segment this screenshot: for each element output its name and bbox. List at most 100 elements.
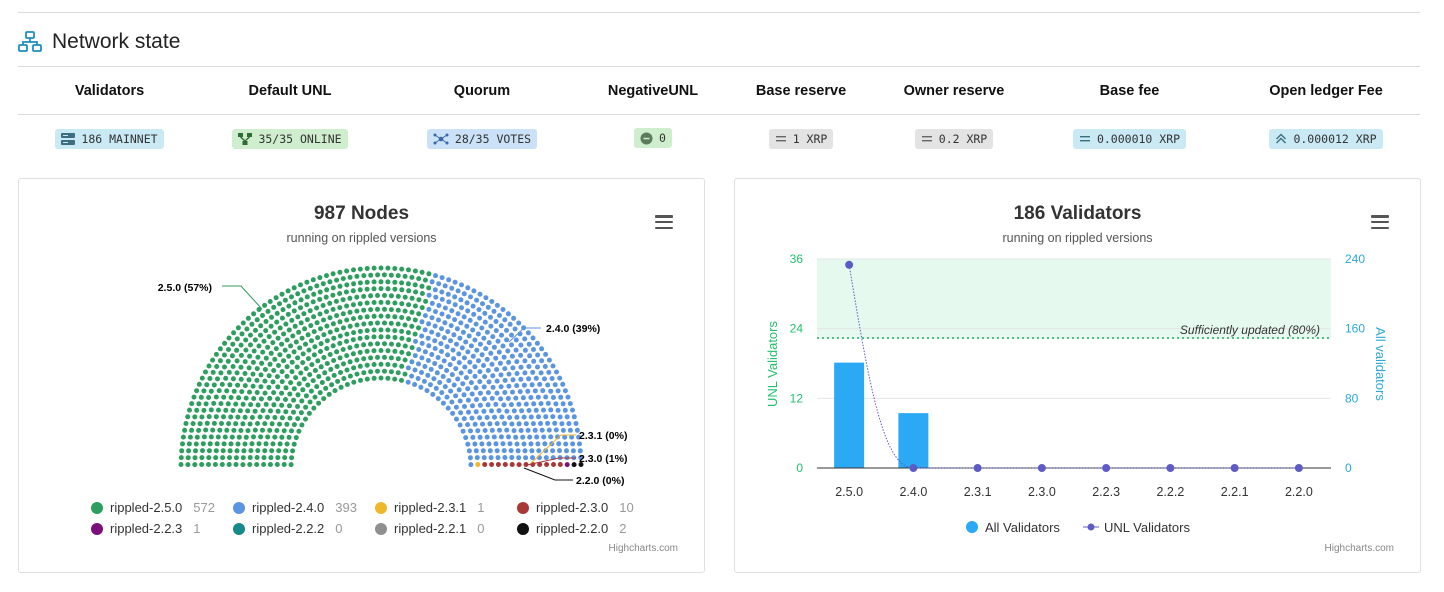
node-dot-rippled-2.5.0	[194, 407, 200, 413]
node-dot-rippled-2.3.0	[502, 462, 508, 467]
node-dot-rippled-2.5.0	[318, 364, 324, 370]
node-dot-rippled-2.5.0	[273, 295, 279, 301]
node-dot-rippled-2.4.0	[459, 345, 465, 351]
legend-all-validators-dot[interactable]	[966, 521, 978, 533]
node-dot-rippled-2.5.0	[319, 380, 325, 385]
node-dot-rippled-2.4.0	[465, 441, 471, 447]
node-dot-rippled-2.5.0	[283, 385, 289, 391]
x-tick-label: 2.2.1	[1221, 485, 1249, 499]
negative-unl-badge[interactable]: 0	[634, 128, 672, 149]
node-dot-rippled-2.4.0	[476, 307, 482, 313]
node-dot-rippled-2.4.0	[477, 341, 483, 347]
node-dot-rippled-2.5.0	[231, 388, 237, 394]
node-dot-rippled-2.4.0	[479, 352, 485, 358]
node-dot-rippled-2.4.0	[492, 414, 497, 420]
node-dot-rippled-2.5.0	[361, 370, 367, 376]
nodes-chart-legend: rippled-2.5.0 572 rippled-2.4.0 393 ripple…	[91, 500, 659, 536]
legend-item-2-4-0[interactable]: rippled-2.4.0 393	[233, 500, 375, 515]
node-dot-rippled-2.5.0	[423, 298, 429, 304]
node-dot-rippled-2.4.0	[435, 332, 441, 338]
node-dot-rippled-2.4.0	[436, 281, 442, 287]
node-dot-rippled-2.5.0	[395, 293, 401, 299]
node-dot-rippled-2.5.0	[250, 383, 256, 389]
node-dot-rippled-2.5.0	[299, 335, 305, 341]
label-connector	[523, 467, 573, 481]
node-dot-rippled-2.5.0	[357, 280, 363, 286]
legend-all-validators[interactable]: All Validators	[985, 520, 1060, 535]
quorum-badge[interactable]: 28/35 VOTES	[426, 128, 538, 149]
node-dot-rippled-2.4.0	[520, 434, 526, 440]
legend-item-2-2-3[interactable]: rippled-2.2.3 1	[91, 521, 233, 536]
open-ledger-fee-badge[interactable]: 0.000012 XRP	[1269, 128, 1383, 149]
node-dot-rippled-2.5.0	[371, 348, 377, 354]
node-dot-rippled-2.5.0	[299, 398, 305, 404]
node-dot-rippled-2.5.0	[203, 427, 209, 433]
node-dot-rippled-2.5.0	[296, 381, 302, 387]
unl-validators-point[interactable]	[909, 464, 918, 472]
node-dot-rippled-2.5.0	[203, 401, 209, 407]
left-axis-title: UNL Validators	[765, 321, 780, 407]
default-unl-badge[interactable]: 35/35 ONLINE	[232, 128, 348, 149]
legend-item-2-2-0[interactable]: rippled-2.2.0 2	[517, 521, 659, 536]
legend-item-2-3-1[interactable]: rippled-2.3.1 1	[375, 500, 517, 515]
pie-data-label: 2.2.0 (0%)	[576, 475, 624, 487]
node-dot-rippled-2.5.0	[375, 272, 381, 278]
node-dot-rippled-2.5.0	[281, 358, 286, 364]
node-dot-rippled-2.5.0	[340, 311, 346, 317]
base-reserve-badge[interactable]: 1 XRP	[768, 129, 834, 149]
node-dot-rippled-2.5.0	[402, 273, 408, 279]
unl-validators-point[interactable]	[845, 260, 854, 269]
node-dot-rippled-2.5.0	[178, 455, 184, 461]
node-dot-rippled-2.5.0	[289, 294, 294, 300]
node-dot-rippled-2.3.0	[495, 462, 501, 467]
node-dot-rippled-2.5.0	[276, 363, 281, 368]
validators-chart-menu-button[interactable]	[1371, 215, 1389, 229]
node-dot-rippled-2.5.0	[236, 395, 242, 401]
nodes-chart-menu-button[interactable]	[655, 215, 673, 229]
node-dot-rippled-2.5.0	[270, 340, 276, 346]
node-dot-rippled-2.4.0	[416, 347, 422, 352]
legend-item-2-2-2[interactable]: rippled-2.2.2 0	[233, 521, 375, 536]
validators-badge[interactable]: 186 MAINNET	[55, 128, 164, 149]
node-dot-rippled-2.5.0	[385, 300, 391, 305]
node-dot-rippled-2.5.0	[347, 323, 353, 329]
node-dot-rippled-2.4.0	[517, 389, 523, 395]
highcharts-credit[interactable]: Highcharts.com	[608, 543, 678, 554]
legend-item-2-2-1[interactable]: rippled-2.2.1 0	[375, 521, 517, 536]
node-dot-rippled-2.4.0	[498, 372, 504, 378]
legend-unl-validators[interactable]: UNL Validators	[1104, 520, 1190, 535]
top-divider	[18, 12, 1420, 13]
node-dot-rippled-2.4.0	[452, 302, 458, 308]
menu-line	[1371, 226, 1389, 229]
all-validators-bar[interactable]	[834, 362, 865, 468]
node-dot-rippled-2.4.0	[479, 441, 485, 447]
legend-unl-validators-dot[interactable]	[1087, 523, 1095, 531]
unl-validators-point[interactable]	[1166, 464, 1175, 472]
node-dot-rippled-2.5.0	[262, 367, 268, 372]
node-dot-rippled-2.4.0	[481, 335, 487, 341]
left-tick-label: 12	[790, 391, 804, 405]
node-dot-rippled-2.4.0	[480, 421, 485, 427]
node-dot-rippled-2.5.0	[180, 434, 186, 440]
unl-validators-point[interactable]	[1037, 464, 1046, 472]
node-dot-rippled-2.5.0	[204, 420, 210, 426]
unl-validators-point[interactable]	[1230, 464, 1239, 472]
node-dot-rippled-2.4.0	[454, 341, 459, 347]
validators-bar-chart: Sufficiently updated (80%) UNL Validator…	[765, 252, 1388, 535]
unl-validators-point[interactable]	[1294, 464, 1303, 472]
node-dot-rippled-2.5.0	[327, 279, 333, 285]
node-dot-rippled-2.4.0	[472, 441, 478, 447]
highcharts-credit[interactable]: Highcharts.com	[1324, 543, 1394, 554]
legend-item-2-5-0[interactable]: rippled-2.5.0 572	[91, 500, 233, 515]
owner-reserve-badge[interactable]: 0.2 XRP	[914, 129, 994, 149]
node-dot-rippled-2.4.0	[501, 402, 507, 408]
node-dot-rippled-2.5.0	[206, 363, 212, 369]
node-dot-rippled-2.5.0	[207, 441, 213, 447]
legend-item-2-3-0[interactable]: rippled-2.3.0 10	[517, 500, 659, 515]
unl-validators-point[interactable]	[973, 464, 982, 472]
node-dot-rippled-2.4.0	[453, 366, 459, 372]
base-fee-badge[interactable]: 0.000010 XRP	[1072, 129, 1187, 149]
node-dot-rippled-2.2.0	[571, 462, 577, 468]
all-validators-bar[interactable]	[898, 413, 929, 468]
unl-validators-point[interactable]	[1102, 464, 1111, 472]
